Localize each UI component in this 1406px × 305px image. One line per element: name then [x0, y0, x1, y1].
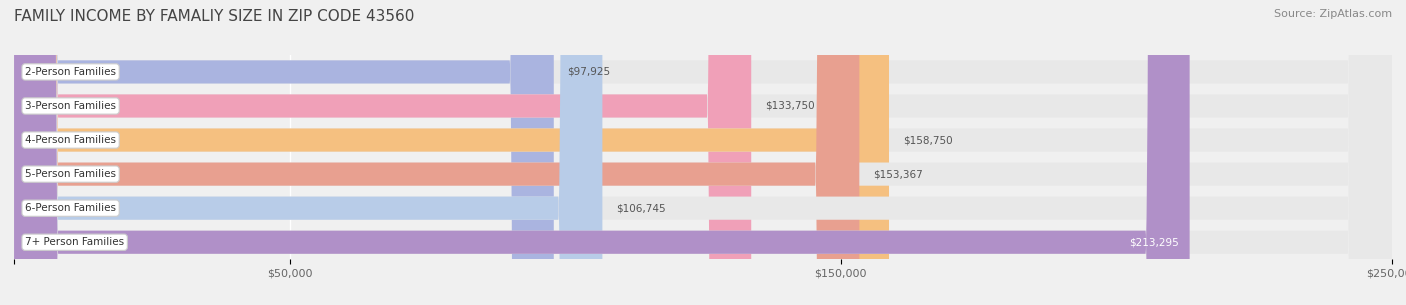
Text: $97,925: $97,925: [568, 67, 610, 77]
FancyBboxPatch shape: [14, 0, 1392, 305]
FancyBboxPatch shape: [14, 0, 1392, 305]
Text: $106,745: $106,745: [616, 203, 666, 213]
Text: 4-Person Families: 4-Person Families: [25, 135, 117, 145]
Text: 7+ Person Families: 7+ Person Families: [25, 237, 124, 247]
FancyBboxPatch shape: [14, 0, 859, 305]
FancyBboxPatch shape: [14, 0, 1392, 305]
FancyBboxPatch shape: [14, 0, 751, 305]
Text: FAMILY INCOME BY FAMALIY SIZE IN ZIP CODE 43560: FAMILY INCOME BY FAMALIY SIZE IN ZIP COD…: [14, 9, 415, 24]
FancyBboxPatch shape: [14, 0, 1392, 305]
Text: $158,750: $158,750: [903, 135, 952, 145]
Text: 2-Person Families: 2-Person Families: [25, 67, 117, 77]
FancyBboxPatch shape: [14, 0, 1392, 305]
FancyBboxPatch shape: [14, 0, 1392, 305]
Text: 5-Person Families: 5-Person Families: [25, 169, 117, 179]
FancyBboxPatch shape: [14, 0, 1189, 305]
FancyBboxPatch shape: [14, 0, 554, 305]
Text: 3-Person Families: 3-Person Families: [25, 101, 117, 111]
Text: $133,750: $133,750: [765, 101, 814, 111]
FancyBboxPatch shape: [14, 0, 889, 305]
Text: $153,367: $153,367: [873, 169, 922, 179]
FancyBboxPatch shape: [14, 0, 602, 305]
Text: $213,295: $213,295: [1129, 237, 1178, 247]
Text: Source: ZipAtlas.com: Source: ZipAtlas.com: [1274, 9, 1392, 19]
Text: 6-Person Families: 6-Person Families: [25, 203, 117, 213]
